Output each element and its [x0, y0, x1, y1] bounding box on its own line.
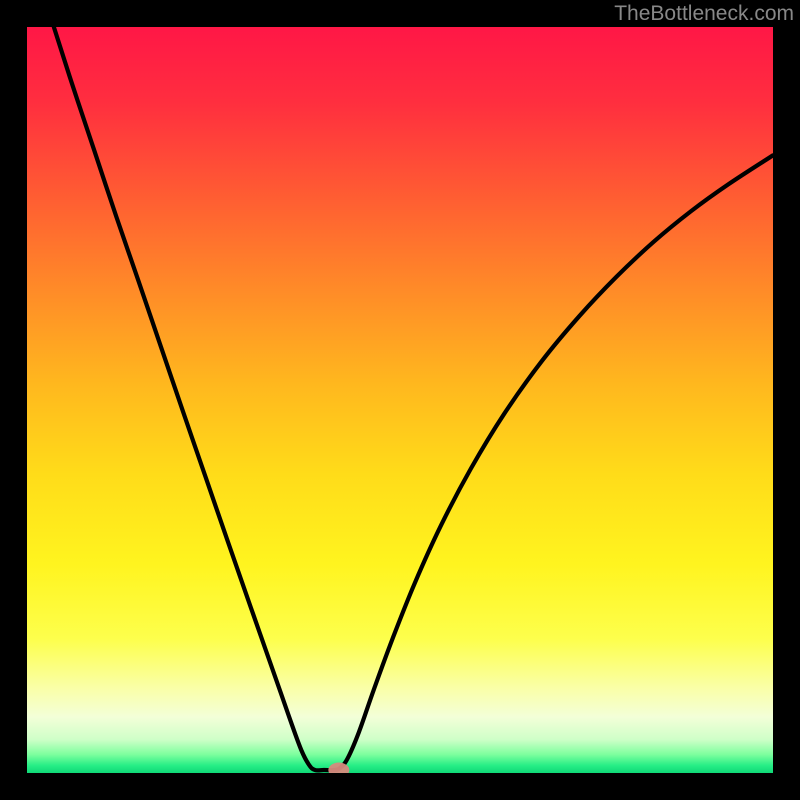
chart-background-gradient [27, 27, 773, 773]
chart-container: TheBottleneck.com [0, 0, 800, 800]
bottleneck-chart [0, 0, 800, 800]
watermark-text: TheBottleneck.com [614, 2, 794, 26]
